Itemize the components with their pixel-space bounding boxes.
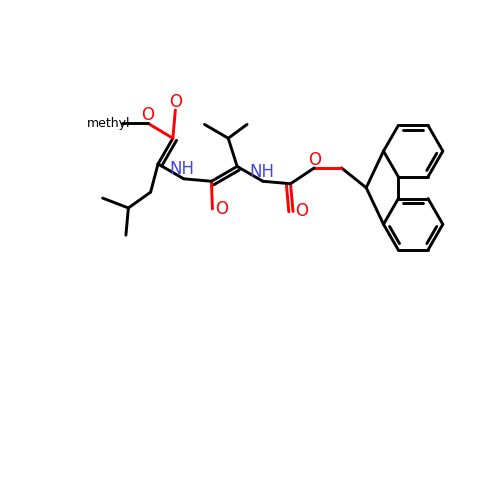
Text: O: O [169, 92, 182, 110]
Text: NH: NH [170, 160, 194, 178]
Text: O: O [215, 200, 228, 218]
Text: NH: NH [250, 163, 274, 181]
Text: methyl: methyl [88, 117, 131, 130]
Text: O: O [140, 106, 153, 124]
Text: O: O [296, 202, 308, 220]
Text: O: O [308, 150, 321, 168]
